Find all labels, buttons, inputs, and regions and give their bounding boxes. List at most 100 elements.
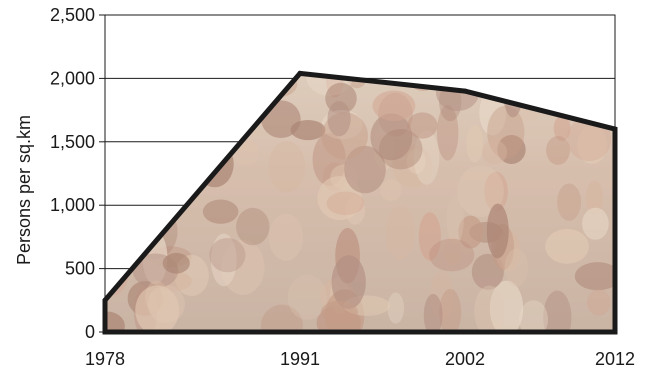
photo-texture [457,165,504,218]
photo-texture [476,73,506,89]
data-points [102,70,618,303]
photo-texture [317,175,362,221]
photo-texture [385,206,416,260]
photo-texture [574,262,615,291]
photo-texture [370,113,413,161]
data-point [102,297,108,303]
photo-texture [331,255,366,309]
photo-texture [582,207,609,240]
photo-texture [378,128,423,170]
y-tick-label: 1,500 [50,132,95,152]
photo-texture [436,105,459,161]
photo-texture [168,73,212,84]
photo-texture [446,195,464,244]
x-tick-labels: 1978 1991 2002 2012 [85,349,635,369]
y-tick-labels: 0 500 1,000 1,500 2,000 2,500 [50,5,95,342]
photo-texture [327,101,351,137]
photo-texture [132,85,165,115]
photo-texture [566,117,612,162]
y-tick-label: 1,000 [50,195,95,215]
photo-texture [484,171,508,212]
photo-texture [387,292,405,324]
photo-texture [202,199,239,224]
photo-texture [553,115,571,142]
photo-texture [152,128,173,164]
photo-texture [135,285,180,332]
x-tick-label: 2012 [595,349,635,369]
photo-texture [326,191,365,216]
photo-texture [155,121,188,169]
photo-texture [141,140,160,166]
photo-texture [216,74,248,119]
photo-texture [162,252,190,274]
photo-texture [592,93,613,115]
photo-texture [481,139,508,165]
photo-texture [489,280,524,332]
photo-texture [264,73,283,86]
photo-texture [504,248,529,287]
data-point [462,88,468,94]
y-tick-label: 500 [65,259,95,279]
photo-texture [406,148,426,174]
photo-texture [519,300,549,332]
photo-texture [151,114,182,168]
area-photo-fill [105,73,615,332]
photo-texture [587,289,611,316]
photo-texture [221,239,265,295]
photo-texture [557,183,582,221]
photo-texture [466,124,484,163]
photo-texture [486,203,509,259]
photo-texture [497,135,526,164]
photo-texture [439,288,462,332]
photo-texture [379,179,402,201]
photo-texture [487,105,525,159]
y-tick-label: 2,000 [50,68,95,88]
photo-texture [153,73,194,85]
photo-texture [320,300,358,324]
x-tick-label: 1978 [85,349,125,369]
photo-texture [372,90,416,121]
photo-texture [268,213,304,261]
photo-texture [138,90,160,137]
photo-texture [429,238,475,272]
y-axis-label: Persons per sq.km [14,115,34,265]
photo-texture [136,73,159,90]
x-tick-label: 1991 [280,349,320,369]
photo-texture [143,171,161,213]
photo-texture [546,136,571,165]
photo-texture [552,73,592,110]
data-point [612,126,618,132]
photo-texture [209,237,246,273]
photo-texture [268,141,306,193]
photo-texture [577,126,608,164]
photo-texture [118,106,150,146]
photo-texture [137,167,166,191]
photo-texture [585,180,603,215]
photo-texture [260,304,303,332]
photo-texture [210,108,239,138]
photo-texture [143,164,190,192]
photo-texture [418,212,441,261]
y-tick-label: 2,500 [50,5,95,25]
photo-texture [106,86,131,142]
photo-texture [413,130,440,185]
photo-texture [545,228,589,264]
photo-texture [312,133,346,186]
photo-texture [423,293,443,332]
photo-texture [236,207,270,246]
photo-texture [146,139,190,187]
photo-texture [549,73,579,99]
photo-texture [290,119,326,141]
photo-texture [458,215,483,249]
photo-texture [444,236,461,266]
photo-texture [109,209,130,239]
data-point [297,70,303,76]
photo-texture [218,88,240,115]
photo-texture [474,285,505,332]
photo-texture [135,117,165,162]
photo-fade-overlay [105,73,615,332]
x-tick-label: 2002 [445,349,485,369]
photo-texture [344,145,386,194]
photo-texture [210,233,237,287]
